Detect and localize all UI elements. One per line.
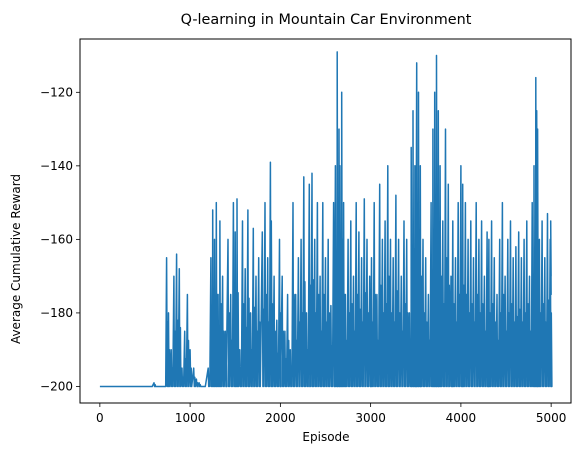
y-tick-label: −160 — [40, 232, 73, 246]
chart-title: Q-learning in Mountain Car Environment — [181, 12, 472, 28]
x-tick-label: 5000 — [536, 411, 567, 425]
series-line — [99, 51, 553, 388]
x-tick-label: 3000 — [355, 411, 386, 425]
x-tick-label: 1000 — [175, 411, 206, 425]
x-tick-label: 4000 — [446, 411, 477, 425]
y-axis-label: Average Cumulative Reward — [9, 174, 23, 344]
x-axis: 0 1000 2000 3000 4000 5000 — [96, 403, 566, 425]
y-axis: −200 −180 −160 −140 −120 — [40, 85, 80, 393]
y-tick-label: −140 — [40, 159, 73, 173]
plot-area — [99, 51, 553, 388]
y-tick-label: −120 — [40, 85, 73, 99]
x-tick-label: 0 — [96, 411, 104, 425]
y-tick-label: −200 — [40, 379, 73, 393]
plot-frame — [79, 38, 572, 404]
x-tick-label: 2000 — [265, 411, 296, 425]
y-tick-label: −180 — [40, 306, 73, 320]
x-axis-label: Episode — [302, 430, 349, 444]
